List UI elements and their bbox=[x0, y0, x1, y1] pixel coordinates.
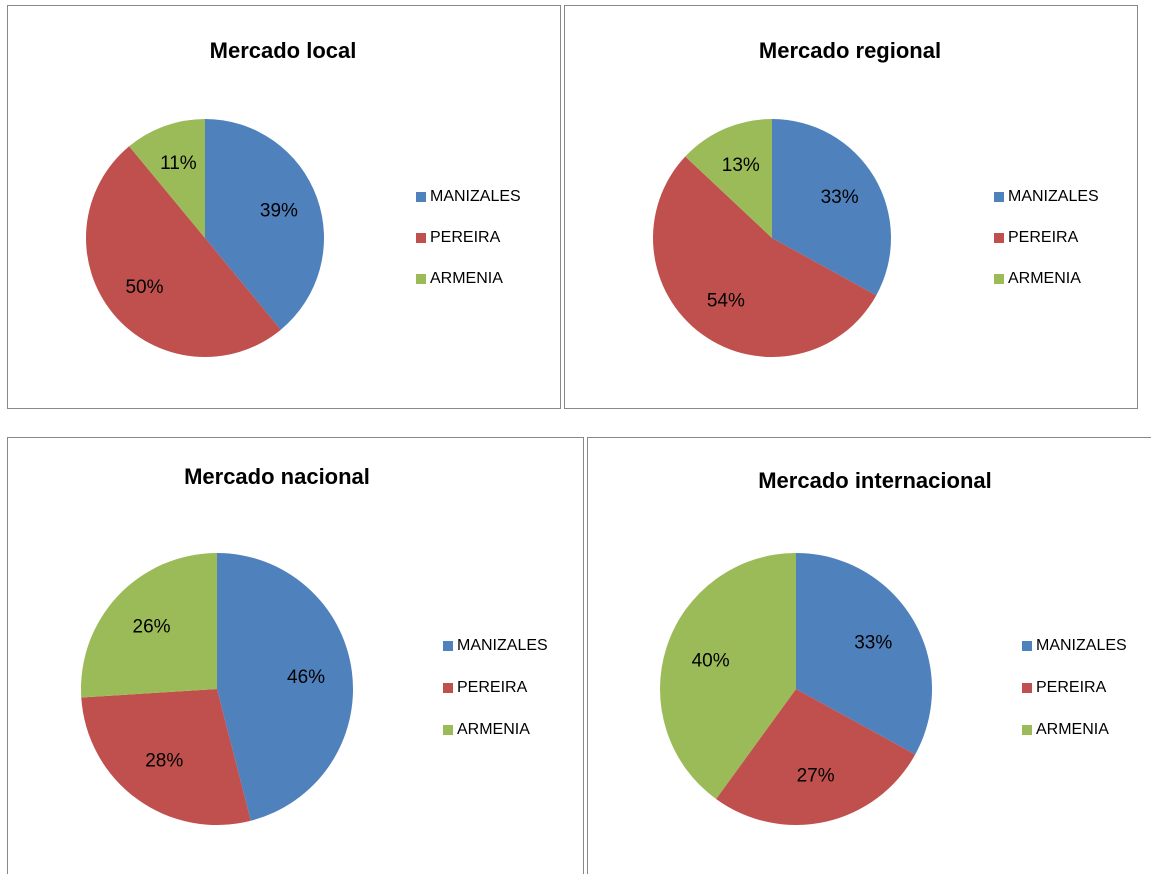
pie-slice bbox=[796, 553, 933, 755]
pie-slice bbox=[81, 689, 251, 825]
panel-border bbox=[564, 5, 1138, 409]
legend-swatch bbox=[443, 641, 453, 651]
pie-slice bbox=[86, 146, 281, 357]
legend-swatch bbox=[1022, 641, 1032, 651]
pie-slice bbox=[660, 553, 796, 800]
slice-label: 50% bbox=[125, 277, 163, 298]
legend-swatch bbox=[443, 725, 453, 735]
slice-label: 46% bbox=[287, 667, 325, 688]
legend-swatch bbox=[416, 274, 426, 284]
chart-title: Mercado internacional bbox=[758, 468, 992, 493]
chart-title: Mercado local bbox=[210, 38, 357, 63]
panel-border bbox=[7, 437, 584, 874]
slice-label: 39% bbox=[260, 200, 298, 221]
legend-swatch bbox=[994, 233, 1004, 243]
legend-swatch bbox=[1022, 683, 1032, 693]
legend-label: MANIZALES bbox=[1008, 188, 1099, 205]
panel-border bbox=[7, 5, 561, 409]
legend-label: MANIZALES bbox=[457, 637, 548, 654]
slice-label: 33% bbox=[821, 187, 859, 208]
slice-label: 27% bbox=[797, 766, 835, 787]
legend-label: PEREIRA bbox=[430, 229, 501, 246]
legend-swatch bbox=[1022, 725, 1032, 735]
legend-swatch bbox=[443, 683, 453, 693]
legend-label: PEREIRA bbox=[1036, 679, 1107, 696]
pie-slice bbox=[81, 553, 217, 698]
chart-title: Mercado regional bbox=[759, 38, 941, 63]
slice-label: 26% bbox=[133, 617, 171, 638]
slice-label: 40% bbox=[692, 650, 730, 671]
legend-label: PEREIRA bbox=[1008, 229, 1079, 246]
pie-slice bbox=[716, 689, 916, 825]
legend-swatch bbox=[994, 274, 1004, 284]
slice-label: 13% bbox=[722, 155, 760, 176]
legend-swatch bbox=[416, 233, 426, 243]
legend-label: ARMENIA bbox=[430, 270, 503, 287]
legend-swatch bbox=[416, 192, 426, 202]
legend-label: ARMENIA bbox=[1008, 270, 1081, 287]
slice-label: 28% bbox=[145, 751, 183, 772]
pie-slice bbox=[205, 119, 324, 330]
slice-label: 11% bbox=[160, 153, 197, 174]
legend-label: ARMENIA bbox=[1036, 721, 1109, 738]
pie-slice bbox=[129, 119, 205, 238]
pie-slice bbox=[217, 553, 353, 821]
slice-label: 54% bbox=[707, 291, 745, 312]
legend-swatch bbox=[994, 192, 1004, 202]
pie-slice bbox=[685, 119, 772, 238]
legend-label: ARMENIA bbox=[457, 721, 530, 738]
pie-slice bbox=[772, 119, 892, 296]
legend-label: MANIZALES bbox=[430, 188, 521, 205]
slice-label: 33% bbox=[854, 632, 892, 653]
chart-title: Mercado nacional bbox=[184, 464, 370, 489]
pie-slice bbox=[653, 156, 877, 357]
legend-label: PEREIRA bbox=[457, 679, 528, 696]
panel-border bbox=[587, 437, 1151, 874]
legend-label: MANIZALES bbox=[1036, 637, 1127, 654]
